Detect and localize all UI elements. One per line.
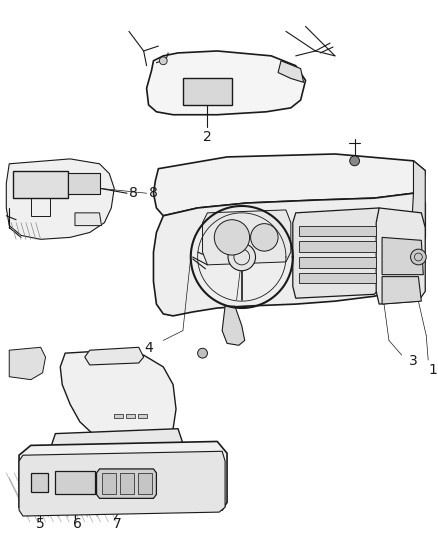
Polygon shape — [6, 159, 114, 239]
Polygon shape — [120, 473, 134, 495]
Text: 3: 3 — [409, 354, 417, 368]
Text: 8: 8 — [148, 186, 157, 200]
Polygon shape — [138, 473, 152, 495]
Polygon shape — [60, 350, 176, 446]
Polygon shape — [50, 429, 183, 461]
Polygon shape — [85, 348, 144, 365]
Polygon shape — [382, 277, 421, 304]
Polygon shape — [126, 414, 135, 418]
Polygon shape — [75, 213, 102, 225]
Polygon shape — [138, 414, 147, 418]
Text: 8: 8 — [129, 186, 138, 200]
Polygon shape — [299, 273, 376, 284]
Polygon shape — [183, 78, 232, 105]
Polygon shape — [9, 348, 46, 379]
Circle shape — [159, 57, 167, 64]
Text: 7: 7 — [113, 517, 121, 531]
Polygon shape — [147, 51, 306, 115]
Polygon shape — [299, 225, 376, 237]
Polygon shape — [409, 161, 425, 281]
Text: 4: 4 — [145, 341, 153, 356]
Text: 6: 6 — [73, 517, 81, 531]
Text: 2: 2 — [203, 130, 212, 144]
Circle shape — [228, 243, 255, 271]
Circle shape — [214, 220, 250, 255]
Circle shape — [350, 156, 360, 166]
Polygon shape — [55, 471, 95, 495]
Polygon shape — [202, 210, 291, 265]
Polygon shape — [278, 61, 304, 83]
Polygon shape — [293, 208, 382, 298]
Circle shape — [410, 249, 426, 265]
Circle shape — [198, 348, 208, 358]
Text: 5: 5 — [36, 517, 45, 531]
Polygon shape — [96, 469, 156, 498]
Polygon shape — [299, 241, 376, 252]
Polygon shape — [376, 208, 425, 304]
Polygon shape — [114, 414, 123, 418]
Polygon shape — [153, 154, 425, 216]
Circle shape — [251, 224, 278, 251]
Polygon shape — [102, 473, 116, 495]
Polygon shape — [68, 173, 99, 194]
Polygon shape — [31, 473, 49, 492]
Polygon shape — [382, 237, 423, 274]
Polygon shape — [13, 171, 68, 198]
Polygon shape — [19, 441, 227, 514]
Polygon shape — [299, 257, 376, 268]
Polygon shape — [19, 451, 225, 516]
Text: 1: 1 — [428, 363, 437, 377]
Polygon shape — [222, 306, 245, 345]
Polygon shape — [153, 193, 425, 316]
